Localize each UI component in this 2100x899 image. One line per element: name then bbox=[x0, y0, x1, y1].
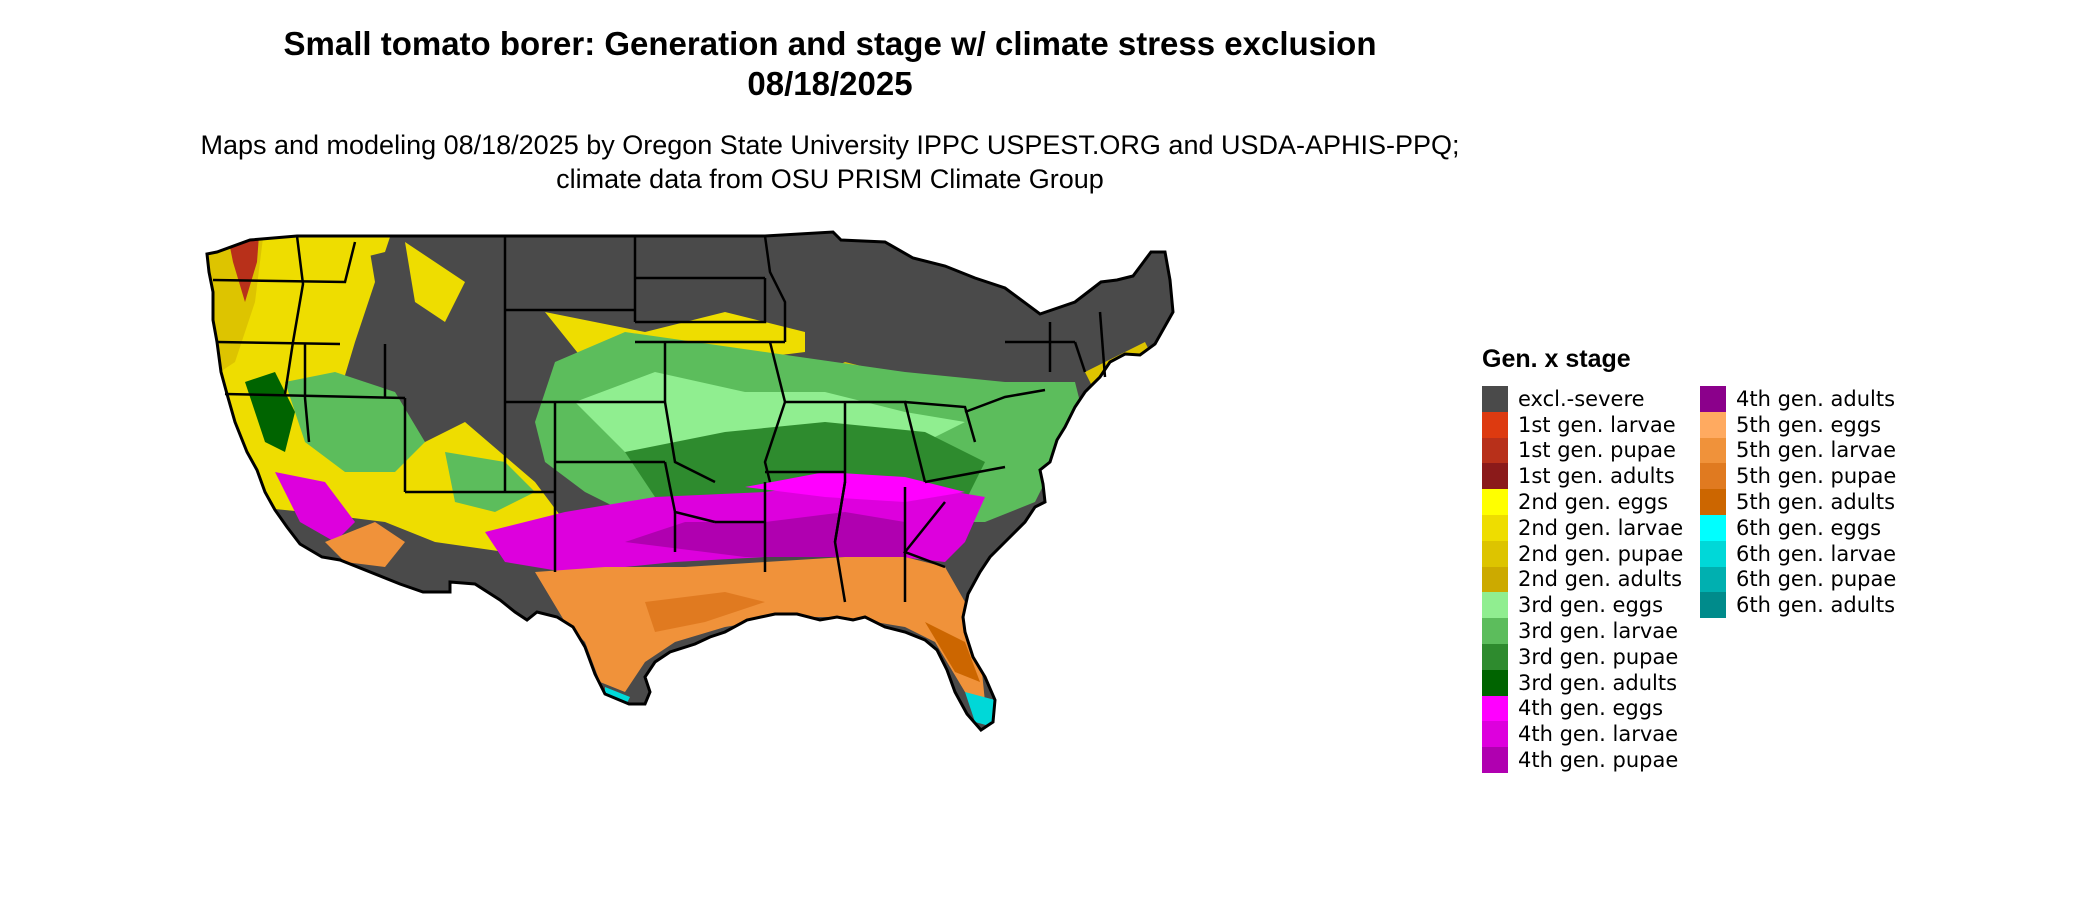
legend-item: 3rd gen. adults bbox=[1482, 669, 1700, 696]
legend-title: Gen. x stage bbox=[1482, 345, 1631, 373]
legend-swatch bbox=[1482, 411, 1508, 438]
legend-item: 1st gen. adults bbox=[1482, 463, 1700, 490]
legend-columns: excl.-severe 1st gen. larvae 1st gen. pupa… bbox=[1482, 386, 1918, 773]
legend-item: 5th gen. larvae bbox=[1700, 437, 1918, 464]
legend-swatch bbox=[1482, 721, 1508, 748]
legend-item: 5th gen. adults bbox=[1700, 489, 1918, 515]
legend-label: 5th gen. larvae bbox=[1736, 438, 1897, 463]
legend-label: 4th gen. eggs bbox=[1518, 696, 1664, 721]
legend-item: 2nd gen. larvae bbox=[1482, 514, 1700, 541]
legend-swatch bbox=[1482, 566, 1508, 593]
legend-label: 2nd gen. adults bbox=[1518, 567, 1683, 592]
legend-item: 2nd gen. eggs bbox=[1482, 489, 1700, 515]
legend-item: 6th gen. adults bbox=[1700, 592, 1918, 619]
legend-swatch bbox=[1482, 643, 1508, 670]
legend-swatch bbox=[1482, 618, 1508, 644]
legend-swatch bbox=[1482, 514, 1508, 541]
title-block: Small tomato borer: Generation and stage… bbox=[200, 24, 1460, 196]
legend-swatch bbox=[1482, 669, 1508, 696]
map-subtitle: Maps and modeling 08/18/2025 by Oregon S… bbox=[200, 130, 1460, 194]
legend-swatch bbox=[1700, 386, 1726, 412]
legend-column-2: 4th gen. adults 5th gen. eggs 5th gen. lar… bbox=[1700, 386, 1918, 773]
legend-label: 5th gen. pupae bbox=[1736, 464, 1897, 489]
legend-label: 4th gen. pupae bbox=[1518, 748, 1679, 773]
legend-label: 2nd gen. larvae bbox=[1518, 515, 1684, 540]
legend-label: 1st gen. adults bbox=[1518, 464, 1675, 489]
legend-label: 4th gen. larvae bbox=[1518, 722, 1679, 747]
legend-item: excl.-severe bbox=[1482, 386, 1700, 412]
legend-label: 3rd gen. eggs bbox=[1518, 593, 1664, 618]
legend-swatch bbox=[1700, 566, 1726, 593]
legend-label: 5th gen. adults bbox=[1736, 490, 1896, 515]
legend-swatch bbox=[1700, 437, 1726, 464]
legend-swatch bbox=[1482, 386, 1508, 412]
legend-label: 2nd gen. pupae bbox=[1518, 541, 1684, 566]
legend-swatch bbox=[1700, 514, 1726, 541]
legend-item: 4th gen. larvae bbox=[1482, 721, 1700, 748]
legend-swatch bbox=[1700, 463, 1726, 490]
legend-swatch bbox=[1700, 489, 1726, 515]
legend-item: 3rd gen. larvae bbox=[1482, 618, 1700, 644]
legend-swatch bbox=[1482, 437, 1508, 464]
legend-item: 4th gen. adults bbox=[1700, 386, 1918, 412]
legend-label: 6th gen. larvae bbox=[1736, 541, 1897, 566]
legend-swatch bbox=[1700, 592, 1726, 619]
legend: Gen. x stage excl.-severe 1st gen. larvae… bbox=[1482, 345, 1918, 773]
legend-label: 3rd gen. larvae bbox=[1518, 619, 1679, 644]
legend-item: 2nd gen. adults bbox=[1482, 566, 1700, 593]
legend-label: 6th gen. eggs bbox=[1736, 515, 1882, 540]
legend-label: 6th gen. adults bbox=[1736, 593, 1896, 618]
legend-label: 1st gen. pupae bbox=[1518, 438, 1676, 463]
legend-swatch bbox=[1482, 695, 1508, 722]
legend-swatch bbox=[1482, 540, 1508, 567]
legend-item: 2nd gen. pupae bbox=[1482, 540, 1700, 567]
legend-item: 1st gen. larvae bbox=[1482, 411, 1700, 438]
legend-label: 5th gen. eggs bbox=[1736, 412, 1882, 437]
legend-label: 3rd gen. adults bbox=[1518, 670, 1678, 695]
map-area bbox=[205, 222, 1465, 894]
legend-item: 3rd gen. eggs bbox=[1482, 592, 1700, 619]
legend-label: 3rd gen. pupae bbox=[1518, 644, 1679, 669]
legend-label: 6th gen. pupae bbox=[1736, 567, 1897, 592]
legend-item: 3rd gen. pupae bbox=[1482, 643, 1700, 670]
legend-swatch bbox=[1700, 540, 1726, 567]
legend-item: 6th gen. pupae bbox=[1700, 566, 1918, 593]
legend-item: 5th gen. pupae bbox=[1700, 463, 1918, 490]
legend-swatch bbox=[1482, 489, 1508, 515]
legend-item: 4th gen. pupae bbox=[1482, 747, 1700, 773]
legend-item: 1st gen. pupae bbox=[1482, 437, 1700, 464]
state-borders bbox=[212, 235, 1107, 603]
legend-column-1: excl.-severe 1st gen. larvae 1st gen. pupa… bbox=[1482, 386, 1700, 773]
legend-item: 6th gen. eggs bbox=[1700, 514, 1918, 541]
us-map bbox=[205, 230, 1175, 732]
map-title: Small tomato borer: Generation and stage… bbox=[283, 25, 1377, 102]
legend-item: 4th gen. eggs bbox=[1482, 695, 1700, 722]
legend-item: 6th gen. larvae bbox=[1700, 540, 1918, 567]
legend-label: 2nd gen. eggs bbox=[1518, 490, 1669, 515]
legend-label: excl.-severe bbox=[1518, 386, 1645, 411]
legend-label: 1st gen. larvae bbox=[1518, 412, 1676, 437]
legend-item: 5th gen. eggs bbox=[1700, 411, 1918, 438]
legend-swatch bbox=[1482, 463, 1508, 490]
legend-swatch bbox=[1482, 747, 1508, 773]
legend-swatch bbox=[1482, 592, 1508, 619]
legend-swatch bbox=[1700, 411, 1726, 438]
legend-label: 4th gen. adults bbox=[1736, 386, 1896, 411]
